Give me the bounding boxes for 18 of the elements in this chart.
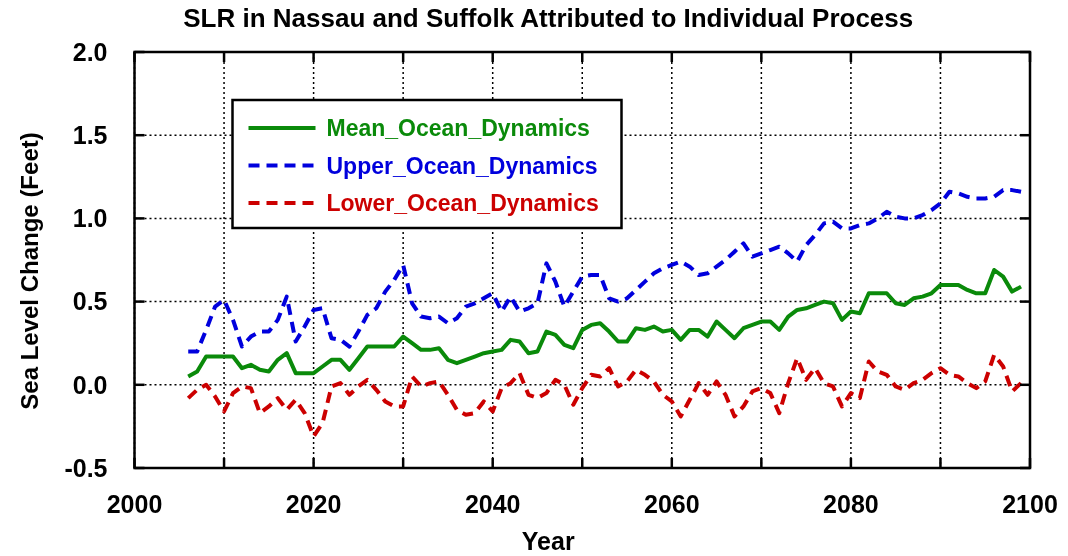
y-axis-title: Sea Level Change (Feet) xyxy=(16,132,43,410)
x-tick-label: 2020 xyxy=(285,490,342,518)
x-axis-title: Year xyxy=(521,527,575,555)
y-tick-label: -0.5 xyxy=(64,453,108,482)
legend-label: Mean_Ocean_Dynamics xyxy=(326,115,590,142)
x-tick-label: 2100 xyxy=(1002,490,1058,518)
x-tick-label: 2040 xyxy=(464,490,521,518)
y-tick-label: 1.0 xyxy=(72,204,108,233)
x-tick-label: 2000 xyxy=(106,490,163,518)
x-tick-label: 2060 xyxy=(643,490,700,518)
chart-title: SLR in Nassau and Suffolk Attributed to Individual Process xyxy=(183,3,914,33)
x-tick-label: 2080 xyxy=(823,490,879,518)
legend-label: Lower_Ocean_Dynamics xyxy=(326,190,599,217)
y-tick-label: 2.0 xyxy=(72,37,108,66)
y-tick-label: 0.5 xyxy=(72,287,108,316)
legend-label: Upper_Ocean_Dynamics xyxy=(326,152,598,179)
y-tick-label: 1.5 xyxy=(72,120,108,149)
y-tick-label: 0.0 xyxy=(72,370,108,399)
